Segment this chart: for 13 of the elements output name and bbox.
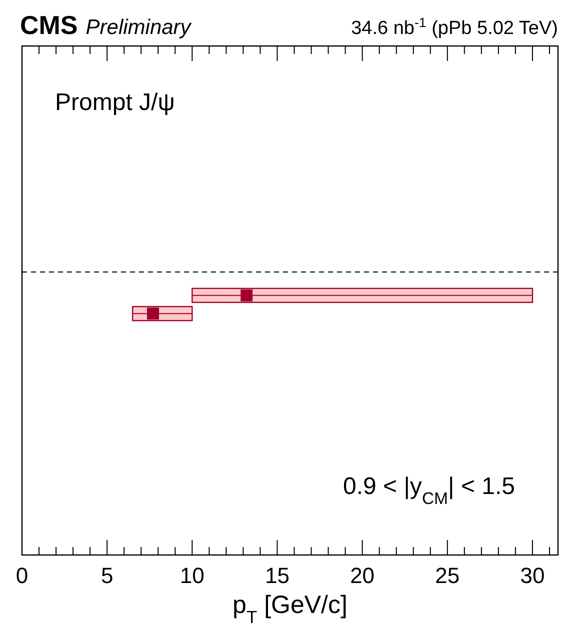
x-tick-label: 10 [180, 563, 204, 588]
chart-subtitle: Preliminary [86, 16, 192, 39]
x-tick-label: 5 [100, 563, 114, 588]
x-axis-title: p$_{T}$ [GeV/c] [232, 591, 348, 627]
annotation: 0.9 < |y$_{CM}$| < 1.5 [342, 473, 515, 508]
x-tick-label: 20 [350, 563, 375, 588]
x-tick-label: 30 [520, 563, 545, 588]
text: Prompt J/ψ [55, 89, 175, 116]
x-tick-label: 15 [264, 563, 290, 588]
x-tick-label: 0 [16, 563, 28, 588]
chart-title: CMS [20, 10, 78, 40]
text: 34.6 nb$^{-1}$ (pPb 5.02 TeV) [351, 14, 558, 39]
x-tick-label: 25 [435, 563, 460, 588]
